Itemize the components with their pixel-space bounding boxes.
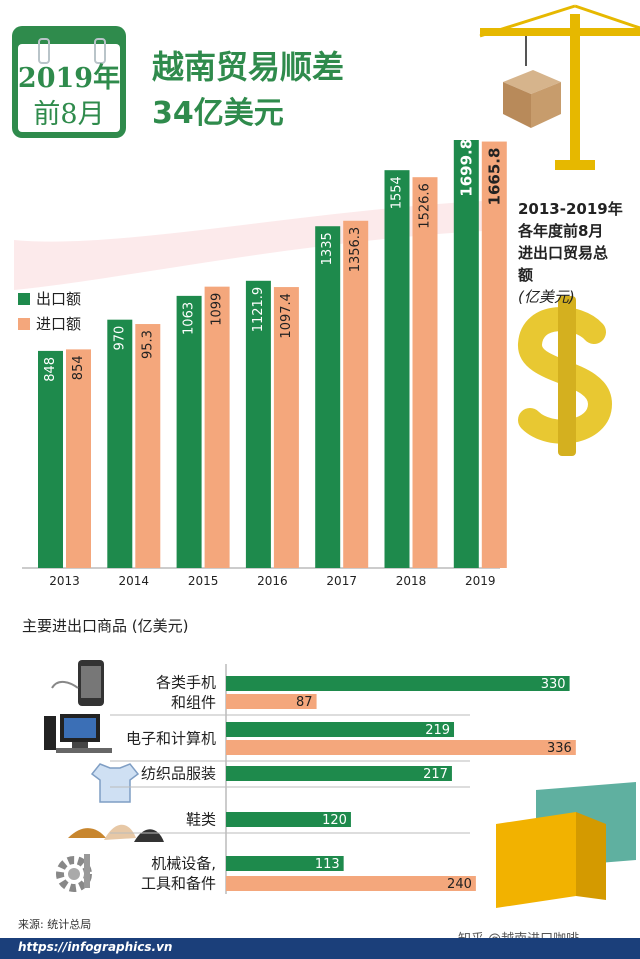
x-tick-label: 2016: [257, 574, 288, 588]
bar-export-2017: [315, 226, 341, 568]
commodities-chart-title: 主要进出口商品 (亿美元): [22, 617, 189, 635]
bar-import-2017: [343, 220, 369, 568]
data-label: 1097.4: [279, 293, 294, 339]
phone-icon: [51, 660, 104, 706]
bar-export-0: [226, 676, 570, 691]
legend-import: 进口额: [18, 313, 81, 334]
computer-icon: [44, 714, 112, 753]
gear-icon: [56, 854, 92, 892]
dollar-icon: [518, 296, 613, 456]
bar-export-1: [226, 722, 455, 737]
note-line: 2013-2019年: [518, 200, 623, 218]
legend-swatch-import: [18, 317, 30, 330]
note-line: 额: [518, 266, 534, 284]
footer-bar: [0, 938, 640, 959]
legend-export: 出口额: [18, 288, 81, 309]
category-label: 和组件: [171, 694, 216, 712]
data-label: 854: [71, 355, 86, 380]
x-tick-label: 2013: [49, 574, 80, 588]
container-icon: [496, 782, 636, 908]
bar-import-2013: [66, 349, 91, 568]
data-label: 1099: [210, 293, 225, 326]
note-line: 进出口贸易总: [518, 244, 609, 262]
bar-export-2013: [38, 350, 63, 568]
data-label: 1699.8: [457, 140, 475, 197]
calendar-year: 2019年: [17, 63, 121, 94]
data-label: 1665.8: [485, 148, 503, 206]
data-label: 113: [315, 857, 340, 872]
bar-import-4: [226, 876, 476, 891]
data-label: 1121.9: [251, 287, 266, 333]
x-tick-label: 2014: [119, 574, 150, 588]
data-label: 240: [447, 877, 472, 892]
category-label: 电子和计算机: [126, 730, 216, 748]
data-label: 95.3: [140, 330, 155, 359]
data-label: 1526.6: [418, 183, 433, 229]
legend-label-import: 进口额: [36, 315, 82, 333]
data-label: 87: [296, 695, 313, 710]
category-label: 鞋类: [186, 811, 216, 829]
bar-export-3: [226, 812, 351, 827]
calendar-badge: 2019年 前8月: [12, 26, 126, 138]
data-label: 970: [112, 326, 127, 351]
x-tick-label: 2015: [188, 574, 219, 588]
bar-export-2014: [107, 319, 133, 568]
bar-export-4: [226, 856, 344, 871]
page-subtitle: 34亿美元: [152, 96, 284, 131]
data-label: 219: [425, 723, 450, 738]
calendar-ring-icon: [94, 38, 106, 64]
bar-import-0: [226, 694, 317, 709]
bar-import-2018: [412, 177, 438, 568]
x-tick-label: 2017: [326, 574, 357, 588]
box-icon: [503, 70, 561, 128]
chart-note: 2013-2019年 各年度前8月 进出口贸易总 额 (亿美元): [518, 198, 636, 308]
x-tick-label: 2018: [396, 574, 427, 588]
data-label: 217: [423, 767, 448, 782]
data-label: 848: [43, 357, 58, 382]
crane-icon: [479, 4, 640, 170]
shirt-icon: [90, 763, 140, 803]
category-label: 工具和备件: [141, 875, 216, 893]
source-note: 来源: 统计总局: [18, 918, 92, 931]
bar-import-1: [226, 740, 576, 755]
calendar-month: 前8月: [33, 99, 105, 130]
category-label: 机械设备,: [151, 855, 216, 873]
data-label: 1063: [182, 302, 197, 335]
note-line: 各年度前8月: [518, 222, 604, 240]
bar-export-2016: [245, 280, 271, 568]
bar-import-2016: [273, 287, 299, 568]
data-label: 330: [541, 677, 566, 692]
legend-swatch-export: [18, 292, 30, 305]
bar-export-2018: [384, 170, 410, 568]
bar-import-2014: [135, 324, 161, 568]
footer-url: https://infographics.vn: [18, 940, 173, 954]
bar-import-2019: [481, 141, 507, 568]
category-label: 各类手机: [156, 674, 216, 692]
data-label: 120: [322, 813, 347, 828]
note-unit: (亿美元): [518, 288, 575, 306]
legend-label-export: 出口额: [36, 290, 82, 308]
shoes-icon: [68, 824, 164, 842]
bar-export-2: [226, 766, 452, 781]
x-tick-label: 2019: [465, 574, 496, 588]
bar-export-2015: [176, 295, 202, 568]
category-label: 纺织品服装: [141, 765, 216, 783]
data-label: 1554: [390, 176, 405, 209]
page-title: 越南贸易顺差: [152, 48, 345, 86]
calendar-ring-icon: [38, 38, 50, 64]
bar-export-2019: [453, 140, 479, 568]
bar-import-2015: [204, 286, 230, 568]
data-label: 1356.3: [348, 227, 363, 273]
data-label: 336: [547, 741, 572, 756]
data-label: 1335: [320, 232, 335, 265]
yearly-trade-chart: 848 854 2013 970 95.3 2014 1063 1099 2015 1121.9 1…: [14, 140, 507, 588]
